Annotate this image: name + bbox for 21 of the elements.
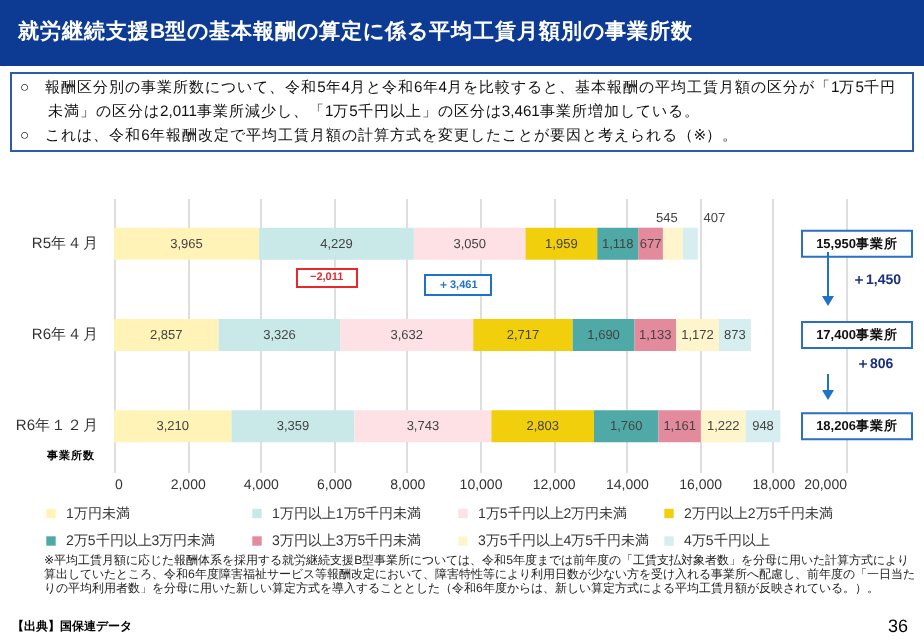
bar: [525, 227, 598, 260]
bar: [662, 227, 683, 260]
bar: [572, 319, 635, 351]
bar: [675, 319, 719, 351]
bar: [413, 227, 526, 260]
bar: [658, 410, 701, 443]
bar: [682, 227, 698, 260]
bar: [218, 319, 341, 351]
chart-title: 就労継続支援B型の基本報酬の算定に係る平均工賃月額別の事業所数: [0, 0, 924, 66]
bar: [594, 410, 659, 443]
bar: [473, 319, 573, 351]
bar: [231, 410, 355, 443]
bar: [354, 410, 492, 443]
bar: [340, 319, 474, 351]
bar: [491, 410, 595, 443]
bar: [700, 410, 746, 443]
bar: [259, 227, 414, 260]
bar: [114, 319, 219, 351]
text: 36: [888, 616, 909, 636]
bar: [114, 410, 232, 443]
bar: [114, 227, 260, 260]
